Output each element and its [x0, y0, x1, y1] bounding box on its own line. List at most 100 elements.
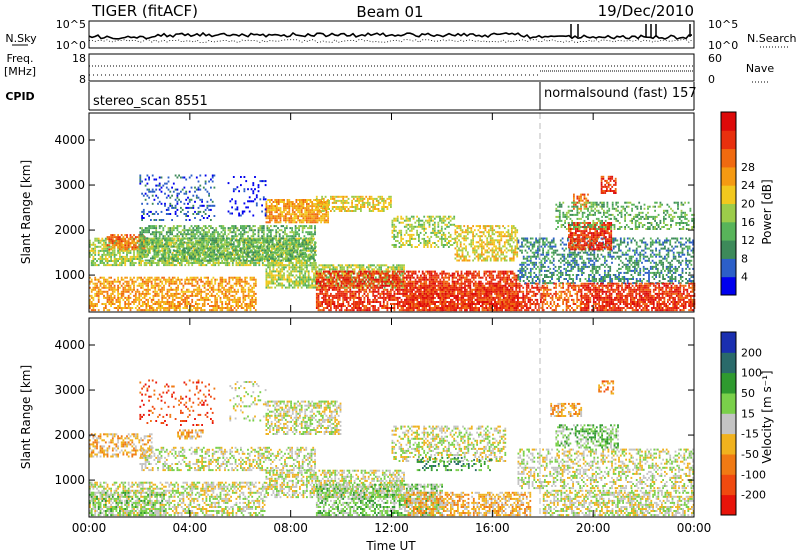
heatmap-cell [277, 199, 280, 201]
heatmap-cell [117, 236, 119, 239]
heatmap-cell [168, 296, 171, 299]
heatmap-cell [247, 251, 249, 254]
heatmap-cell [101, 249, 104, 252]
heatmap-cell [251, 301, 254, 303]
heatmap-cell [229, 243, 232, 246]
heatmap-cell [138, 284, 141, 287]
heatmap-cell [165, 237, 168, 240]
heatmap-cell [288, 251, 291, 254]
heatmap-cell [117, 243, 119, 246]
heatmap-cell [242, 260, 245, 262]
heatmap-cell [171, 307, 174, 309]
heatmap-cell [197, 241, 200, 244]
heatmap-cell [387, 282, 389, 285]
heatmap-cell [209, 309, 211, 312]
heatmap-cell [127, 260, 130, 262]
heatmap-cell [117, 309, 119, 312]
heatmap-cell [131, 248, 134, 251]
heatmap-cell [89, 286, 91, 289]
heatmap-cell [243, 225, 246, 228]
heatmap-cell [279, 278, 282, 281]
heatmap-cell [203, 276, 206, 279]
heatmap-cell [136, 255, 139, 258]
heatmap-cell [179, 239, 181, 242]
heatmap-cell [344, 292, 346, 295]
heatmap-cell [198, 284, 201, 287]
heatmap-cell [249, 298, 252, 301]
heatmap-cell [178, 235, 180, 238]
heatmap-cell [124, 260, 127, 262]
heatmap-cell [257, 233, 260, 236]
heatmap-cell [278, 245, 281, 248]
heatmap-cell [386, 206, 389, 208]
heatmap-cell [92, 249, 95, 252]
heatmap-cell [279, 219, 282, 222]
heatmap-cell [284, 215, 287, 218]
heatmap-cell [129, 238, 132, 241]
heatmap-cell [111, 301, 114, 303]
heatmap-cell [356, 203, 359, 206]
heatmap-cell [279, 211, 282, 214]
heatmap-cell [379, 195, 382, 198]
heatmap-cell [283, 211, 285, 214]
heatmap-cell [254, 255, 256, 258]
heatmap-cell [329, 264, 331, 267]
heatmap-cell [230, 305, 232, 307]
heatmap-cell [205, 298, 208, 301]
heatmap-cell [238, 257, 240, 260]
heatmap-cell [319, 276, 322, 279]
heatmap-cell [152, 294, 155, 297]
heatmap-cell [172, 225, 175, 228]
heatmap-cell [309, 286, 312, 289]
heatmap-cell [198, 307, 201, 309]
heatmap-cell [286, 251, 289, 254]
heatmap-cell [342, 292, 345, 295]
heatmap-cell [266, 239, 269, 242]
heatmap-cell [321, 276, 323, 279]
heatmap-cell [153, 251, 156, 254]
heatmap-cell [252, 241, 255, 244]
heatmap-cell [120, 244, 123, 247]
heatmap-cell [328, 296, 330, 299]
heatmap-cell [231, 276, 234, 279]
heatmap-cell [177, 253, 179, 256]
heatmap-cell [106, 236, 109, 239]
heatmap-cell [164, 309, 167, 312]
heatmap-cell [314, 251, 316, 254]
heatmap-cell [210, 258, 213, 260]
heatmap-cell [167, 237, 170, 240]
heatmap-cell [138, 296, 141, 299]
heatmap-cell [286, 211, 289, 214]
heatmap-cell [351, 210, 353, 212]
heatmap-cell [131, 236, 134, 239]
heatmap-cell [259, 229, 262, 232]
heatmap-cell [261, 231, 263, 234]
heatmap-cell [101, 255, 104, 258]
heatmap-cell [367, 282, 370, 285]
heatmap-cell [318, 217, 321, 220]
heatmap-cell [324, 296, 327, 299]
heatmap-cell [138, 258, 141, 260]
heatmap-cell [284, 237, 287, 240]
heatmap-cell [359, 266, 361, 269]
heatmap-cell [119, 242, 121, 245]
heatmap-cell [272, 247, 275, 250]
heatmap-cell [176, 235, 179, 238]
heatmap-cell [159, 307, 162, 309]
heatmap-cell [336, 272, 338, 275]
heatmap-cell [113, 284, 116, 287]
heatmap-cell [269, 213, 271, 216]
heatmap-cell [344, 290, 346, 293]
heatmap-cell [167, 253, 170, 256]
heatmap-cell [150, 286, 153, 289]
heatmap-cell [228, 264, 231, 267]
heatmap-cell [256, 255, 259, 258]
heatmap-cell [140, 264, 142, 267]
heatmap-cell [328, 208, 330, 210]
heatmap-cell [90, 303, 93, 305]
heatmap-cell [153, 227, 156, 230]
heatmap-cell [330, 294, 332, 297]
heatmap-cell [178, 251, 180, 254]
heatmap-cell [150, 237, 153, 240]
heatmap-cell [177, 276, 179, 279]
